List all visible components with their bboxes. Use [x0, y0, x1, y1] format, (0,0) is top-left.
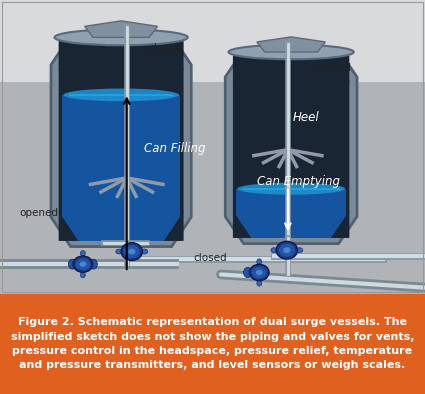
Ellipse shape: [283, 247, 291, 253]
Polygon shape: [62, 95, 181, 241]
Polygon shape: [233, 56, 349, 238]
Polygon shape: [225, 50, 357, 243]
Ellipse shape: [121, 243, 142, 260]
Ellipse shape: [73, 256, 93, 272]
Ellipse shape: [229, 45, 354, 59]
Ellipse shape: [79, 262, 86, 267]
Ellipse shape: [116, 249, 122, 254]
Bar: [2, 2, 423, 292]
Ellipse shape: [297, 248, 303, 253]
Ellipse shape: [128, 249, 136, 255]
Ellipse shape: [76, 258, 90, 270]
Ellipse shape: [68, 259, 76, 269]
Polygon shape: [85, 21, 158, 37]
Polygon shape: [59, 41, 78, 71]
Ellipse shape: [257, 259, 262, 264]
Ellipse shape: [63, 89, 179, 101]
Text: Can Filling: Can Filling: [144, 142, 206, 155]
Ellipse shape: [279, 244, 295, 256]
Bar: [0, 82, 425, 294]
Text: opened: opened: [19, 208, 58, 218]
Text: closed: closed: [193, 253, 227, 263]
Polygon shape: [243, 188, 340, 190]
Ellipse shape: [141, 249, 148, 254]
Ellipse shape: [276, 241, 298, 259]
Bar: [0, 294, 425, 394]
Polygon shape: [59, 41, 184, 241]
Ellipse shape: [90, 259, 97, 269]
Text: closed: closed: [149, 43, 182, 54]
Ellipse shape: [237, 183, 345, 195]
Text: Heel: Heel: [293, 111, 320, 124]
Text: Can Emptying: Can Emptying: [257, 175, 340, 188]
Polygon shape: [51, 35, 191, 247]
Ellipse shape: [252, 267, 266, 279]
Bar: [0, 0, 425, 82]
Polygon shape: [331, 56, 349, 83]
Polygon shape: [69, 94, 173, 96]
Polygon shape: [233, 211, 251, 238]
Ellipse shape: [125, 176, 129, 180]
Ellipse shape: [244, 268, 252, 278]
Ellipse shape: [54, 30, 188, 45]
Polygon shape: [164, 211, 184, 241]
Polygon shape: [164, 41, 184, 71]
Ellipse shape: [271, 248, 277, 253]
Ellipse shape: [80, 251, 85, 256]
Ellipse shape: [256, 270, 263, 275]
Ellipse shape: [124, 245, 140, 258]
Ellipse shape: [249, 264, 269, 281]
Polygon shape: [236, 189, 346, 238]
Polygon shape: [331, 211, 349, 238]
Text: Figure 2. Schematic representation of dual surge vessels. The
simplified sketch : Figure 2. Schematic representation of du…: [11, 317, 414, 370]
Ellipse shape: [80, 272, 85, 278]
Bar: [0, 0, 425, 294]
Polygon shape: [257, 37, 326, 52]
Polygon shape: [59, 211, 78, 241]
Ellipse shape: [257, 281, 262, 286]
Ellipse shape: [286, 148, 290, 152]
Text: opened: opened: [312, 63, 351, 72]
Polygon shape: [233, 56, 251, 83]
